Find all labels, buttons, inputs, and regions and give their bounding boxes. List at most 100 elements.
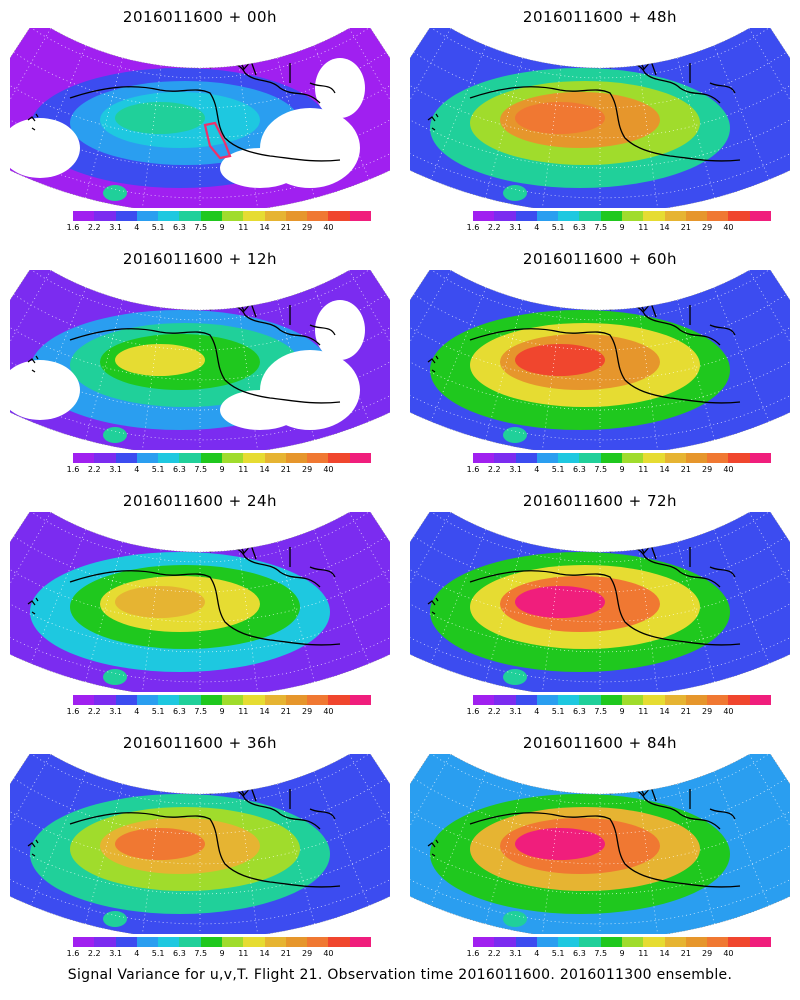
colorbar-tick-label: 2.2	[87, 949, 101, 958]
colorbar-swatch	[328, 695, 350, 705]
colorbar-swatch	[73, 695, 95, 705]
colorbar-swatch	[243, 211, 265, 221]
colorbar-swatch	[558, 695, 580, 705]
colorbar-swatch	[600, 453, 622, 463]
colorbar-swatch	[707, 453, 729, 463]
panel-title: 2016011600 + 60h	[522, 250, 678, 268]
colorbar-tick-label: 2.2	[87, 223, 101, 232]
colorbar-swatch	[136, 937, 159, 947]
colorbar-swatch	[515, 937, 537, 947]
colorbar-tick-label: 4	[134, 707, 140, 716]
colorbar-tick-label: 40	[723, 707, 734, 716]
colorbar-labels: 1.6 2.2 3.1 4 5.1 6.3 7.5 9 11 14 21 29 40	[60, 949, 380, 959]
map-panel-2: 2016011600 + 48h 1.6 2.2 3.1 4 5.1 6.3 7.5 9 11 14…	[410, 8, 790, 243]
colorbar-tick-label: 5.1	[151, 465, 165, 474]
colorbar-tick-label: 11	[638, 465, 649, 474]
colorbar-swatch	[515, 695, 537, 705]
colorbar-tick-label: 2.2	[487, 465, 501, 474]
colorbar-swatch	[558, 211, 580, 221]
colorbar-swatch	[600, 937, 622, 947]
colorbar-tick-label: 7.5	[194, 707, 208, 716]
colorbar-swatch	[115, 695, 137, 705]
colorbar-tick-label: 1.6	[466, 949, 480, 958]
colorbar	[473, 453, 771, 463]
colorbar-tick-label: 29	[302, 223, 313, 232]
colorbar-tick-label: 29	[702, 465, 713, 474]
colorbar-swatch	[473, 453, 495, 463]
panel-title: 2016011600 + 24h	[122, 492, 278, 510]
map-panel-3: 2016011600 + 12h 1.6 2.2 3.1 4 5.1 6.3 7.5 9 11 14…	[10, 250, 390, 485]
colorbar-tick-label: 11	[238, 223, 249, 232]
colorbar	[73, 211, 371, 221]
colorbar-swatch	[73, 937, 95, 947]
colorbar-tick-label: 29	[302, 465, 313, 474]
variance-map	[10, 754, 390, 934]
colorbar-swatch	[600, 211, 622, 221]
colorbar-tick-label: 7.5	[194, 949, 208, 958]
colorbar-tick-label: 1.6	[66, 707, 80, 716]
colorbar-swatch	[579, 453, 601, 463]
colorbar-tick-label: 5.1	[151, 949, 165, 958]
field-contour	[115, 102, 205, 134]
colorbar-swatch	[579, 695, 601, 705]
colorbar-swatch	[158, 937, 180, 947]
field-contour	[515, 828, 605, 860]
colorbar-swatch	[285, 453, 308, 463]
map-panel-4: 2016011600 + 60h 1.6 2.2 3.1 4 5.1 6.3 7.5 9 11 14…	[410, 250, 790, 485]
colorbar-swatch	[221, 695, 244, 705]
colorbar-tick-label: 1.6	[66, 223, 80, 232]
colorbar-swatch	[136, 695, 159, 705]
map-panel-7: 2016011600 + 36h 1.6 2.2 3.1 4 5.1 6.3 7.5 9 11 14…	[10, 734, 390, 969]
colorbar-tick-label: 4	[534, 949, 540, 958]
flight-region-polygon	[203, 121, 232, 160]
colorbar-tick-label: 4	[534, 707, 540, 716]
colorbar-swatch	[158, 211, 180, 221]
colorbar-tick-label: 9	[219, 707, 225, 716]
colorbar-tick-label: 7.5	[594, 949, 608, 958]
variance-map	[10, 270, 390, 450]
colorbar-tick-label: 4	[134, 465, 140, 474]
colorbar-tick-label: 40	[723, 223, 734, 232]
colorbar-tick-label: 14	[259, 223, 270, 232]
variance-map	[410, 270, 790, 450]
colorbar-tick-label: 11	[638, 223, 649, 232]
colorbar-swatch	[749, 211, 771, 221]
colorbar-swatch	[558, 937, 580, 947]
colorbar-tick-label: 11	[238, 949, 249, 958]
colorbar-labels: 1.6 2.2 3.1 4 5.1 6.3 7.5 9 11 14 21 29 40	[460, 707, 780, 717]
colorbar-tick-label: 14	[259, 949, 270, 958]
colorbar-swatch	[307, 211, 329, 221]
colorbar-swatch	[707, 211, 729, 221]
colorbar-swatch	[643, 211, 665, 221]
colorbar-swatch	[473, 211, 495, 221]
colorbar-tick-label: 2.2	[87, 707, 101, 716]
colorbar-labels: 1.6 2.2 3.1 4 5.1 6.3 7.5 9 11 14 21 29 40	[460, 949, 780, 959]
colorbar-swatch	[749, 453, 771, 463]
colorbar-labels: 1.6 2.2 3.1 4 5.1 6.3 7.5 9 11 14 21 29 40	[60, 707, 380, 717]
colorbar-swatch	[536, 211, 559, 221]
colorbar-tick-label: 4	[134, 949, 140, 958]
colorbar-swatch	[473, 937, 495, 947]
variance-map	[410, 754, 790, 934]
colorbar-tick-label: 4	[534, 223, 540, 232]
colorbar-swatch	[115, 453, 137, 463]
colorbar-swatch	[349, 695, 371, 705]
map-panel-5: 2016011600 + 24h 1.6 2.2 3.1 4 5.1 6.3 7.5 9 11 14…	[10, 492, 390, 727]
colorbar-swatch	[515, 453, 537, 463]
colorbar-tick-label: 3.1	[509, 465, 522, 474]
colorbar-swatch	[94, 937, 116, 947]
colorbar-tick-label: 40	[323, 223, 334, 232]
variance-map	[410, 512, 790, 692]
colorbar-swatch	[494, 211, 516, 221]
colorbar-tick-label: 7.5	[594, 465, 608, 474]
colorbar-swatch	[285, 695, 308, 705]
colorbar-swatch	[536, 937, 559, 947]
map-panel-1: 2016011600 + 00h 1.6 2.2 3.1 4 5.1 6.3 7.5 9 11 14…	[10, 8, 390, 243]
colorbar-swatch	[664, 453, 686, 463]
colorbar-swatch	[728, 937, 750, 947]
colorbar-swatch	[707, 937, 729, 947]
colorbar-tick-label: 1.6	[466, 465, 480, 474]
colorbar-tick-label: 5.1	[551, 707, 565, 716]
field-contour	[515, 586, 605, 618]
field-contour	[515, 344, 605, 376]
